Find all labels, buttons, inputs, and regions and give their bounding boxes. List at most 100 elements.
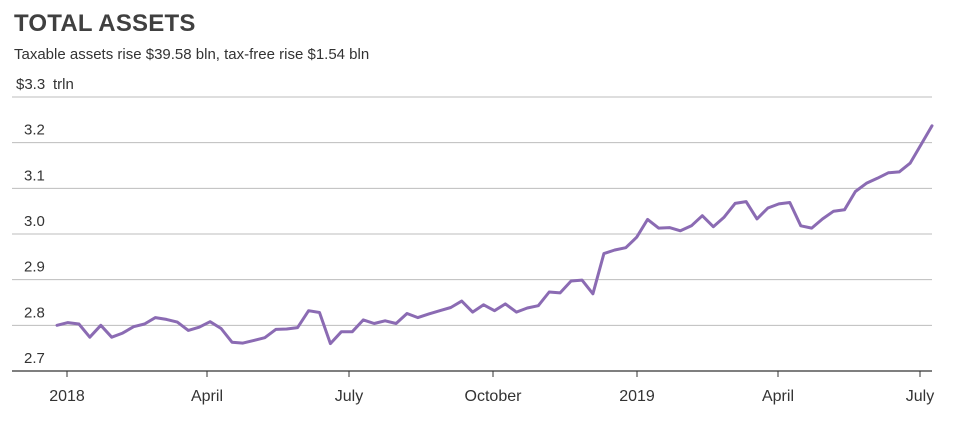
data-point xyxy=(744,200,748,203)
data-point xyxy=(810,226,813,230)
chart-subtitle: Taxable assets rise $39.58 bln, tax-free… xyxy=(14,46,370,63)
data-point xyxy=(930,124,934,128)
data-point xyxy=(362,318,365,322)
data-point xyxy=(755,217,759,221)
data-point xyxy=(187,329,190,332)
data-point xyxy=(537,304,540,307)
data-point xyxy=(515,310,518,314)
data-point xyxy=(854,190,857,193)
x-tick-label: 2018 xyxy=(49,388,85,405)
x-tick-label: 2019 xyxy=(619,388,655,405)
x-tick-label: April xyxy=(762,388,794,405)
y-tick-label: $3.3 xyxy=(16,76,45,93)
data-point xyxy=(143,322,146,326)
data-point xyxy=(77,322,81,326)
data-point xyxy=(88,336,92,339)
data-point xyxy=(340,330,343,333)
x-tick-label: July xyxy=(335,388,363,405)
data-point xyxy=(646,218,649,221)
data-point xyxy=(679,229,682,232)
data-point xyxy=(416,316,420,319)
data-point xyxy=(176,320,179,324)
data-point xyxy=(449,306,452,309)
data-point xyxy=(558,291,562,295)
y-tick-label: 2.7 xyxy=(24,350,45,367)
data-point xyxy=(427,312,431,316)
data-point xyxy=(526,306,529,310)
data-point xyxy=(241,341,245,345)
data-point xyxy=(208,320,212,323)
data-point xyxy=(898,170,901,174)
data-point xyxy=(482,303,485,306)
data-point xyxy=(132,325,135,328)
data-point xyxy=(460,299,463,303)
data-point xyxy=(690,224,693,227)
data-point xyxy=(274,328,277,331)
data-points xyxy=(55,124,934,345)
x-tick-label: July xyxy=(906,388,934,405)
data-point xyxy=(296,326,299,329)
data-point xyxy=(198,326,201,329)
data-point xyxy=(548,290,551,294)
data-point xyxy=(799,224,802,227)
data-point xyxy=(887,171,890,174)
data-point xyxy=(438,309,441,312)
data-point xyxy=(493,309,496,312)
y-tick-label: 3.0 xyxy=(24,213,45,230)
data-point xyxy=(66,321,70,324)
data-point xyxy=(55,324,59,327)
data-point xyxy=(307,309,310,312)
data-point xyxy=(657,226,660,230)
x-tick-label: October xyxy=(465,388,523,405)
data-point xyxy=(569,279,573,283)
y-unit-label: trln xyxy=(53,76,74,93)
data-point xyxy=(766,206,770,210)
data-point xyxy=(263,336,266,339)
data-point xyxy=(701,214,704,217)
data-point xyxy=(821,217,824,221)
data-point xyxy=(712,225,715,228)
data-point xyxy=(230,341,234,344)
x-tick-label: April xyxy=(191,388,223,405)
data-point xyxy=(723,215,726,219)
data-point xyxy=(919,143,923,146)
data-point xyxy=(788,201,791,204)
data-point xyxy=(504,302,507,306)
data-point xyxy=(121,331,124,335)
data-point xyxy=(602,252,606,255)
data-point xyxy=(635,236,638,239)
data-point xyxy=(373,322,376,325)
data-point xyxy=(591,292,595,295)
data-point xyxy=(580,278,584,282)
x-ticks: 2018 April July October 2019 April July xyxy=(49,371,934,405)
data-point xyxy=(832,210,835,213)
data-point xyxy=(471,310,474,314)
data-point xyxy=(865,182,868,185)
data-point xyxy=(394,322,398,325)
data-point xyxy=(876,177,879,180)
data-point xyxy=(285,327,288,331)
data-point xyxy=(351,330,354,333)
data-point xyxy=(733,202,737,205)
data-point xyxy=(110,336,113,339)
data-point xyxy=(613,248,616,252)
y-tick-label: 2.8 xyxy=(24,304,45,321)
y-tick-label: 3.2 xyxy=(24,122,45,139)
y-tick-label: 2.9 xyxy=(24,259,45,276)
data-point xyxy=(777,202,781,206)
data-point xyxy=(843,208,846,211)
data-point xyxy=(154,316,157,319)
y-tick-labels: 2.7 2.8 2.9 3.0 3.1 3.2 $3.3 xyxy=(16,76,45,367)
data-point xyxy=(318,311,321,314)
data-point xyxy=(908,162,912,165)
y-tick-label: 3.1 xyxy=(24,167,45,184)
data-point xyxy=(252,339,256,342)
chart-title: TOTAL ASSETS xyxy=(14,10,196,37)
data-point xyxy=(624,246,627,249)
data-point xyxy=(668,226,671,229)
data-point xyxy=(99,324,103,327)
data-point xyxy=(405,312,409,315)
data-point xyxy=(329,342,332,345)
data-point xyxy=(383,319,387,322)
